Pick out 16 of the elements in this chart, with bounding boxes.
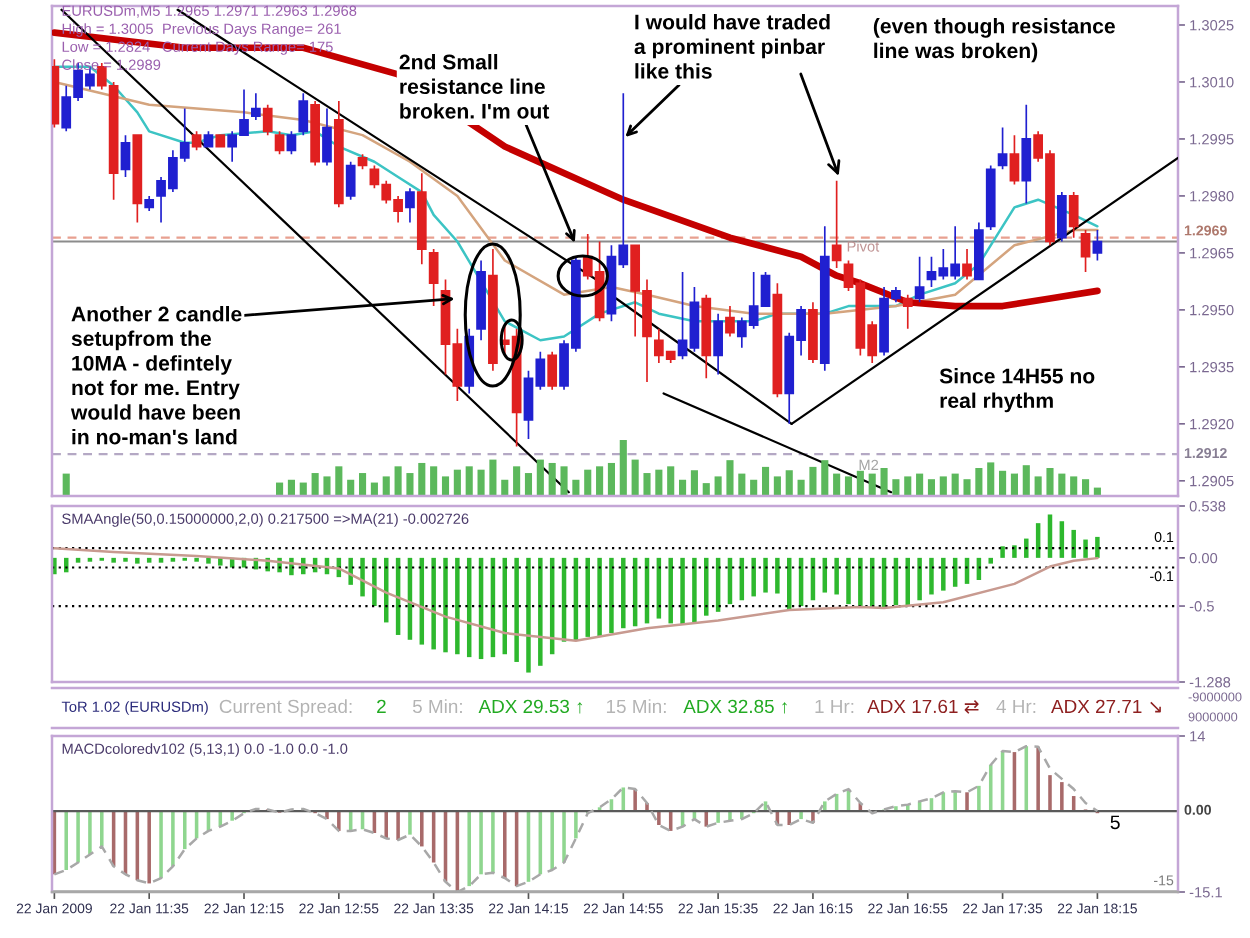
annotation: (even though resistance line was broken) [873, 18, 1115, 63]
annotation: 2nd Small resistance line broken. I'm out [399, 54, 550, 119]
text: 2 [377, 699, 386, 713]
text: 15 Min: [606, 699, 666, 714]
annotation: Since 14H55 no real rhythm [939, 368, 1095, 413]
text: Current Spread: [219, 699, 352, 717]
annotation: I would have traded a prominent pinbar like this [634, 14, 830, 79]
text: ADX 27.71 ↘ [1051, 699, 1161, 713]
annotation: Another 2 candle setupfrom the 10MA - defintely not for me. Entry would have been in no-man's land [70, 306, 242, 445]
text: ADX 29.53 ↑ [478, 699, 583, 714]
text: ADX 32.85 ↑ [683, 699, 787, 714]
text: 4 Hr: [996, 699, 1036, 713]
text: ADX 17.61 ⇄ [867, 699, 979, 714]
annotation: 5 [1110, 815, 1120, 830]
text: 5 Min: [412, 699, 462, 714]
text: 1 Hr: [815, 699, 854, 713]
